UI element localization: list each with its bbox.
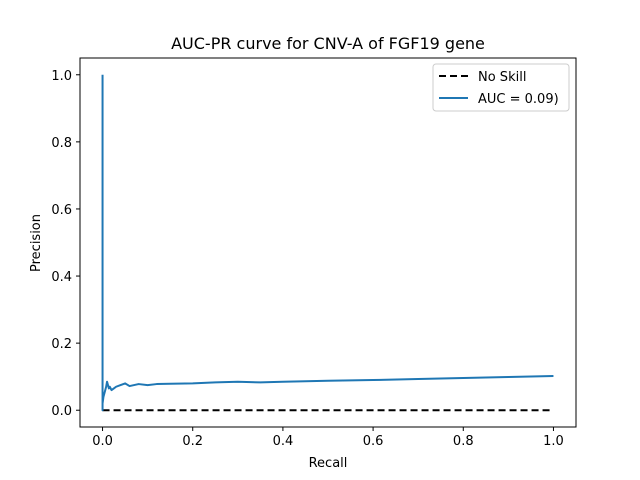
legend-label-1: AUC = 0.09) [478, 92, 559, 107]
x-tick-label: 0.2 [182, 434, 203, 449]
y-tick-label: 0.0 [51, 404, 72, 419]
y-tick-label: 1.0 [51, 69, 72, 84]
x-axis: 0.0 0.2 0.4 0.6 0.8 1.0 [92, 427, 564, 449]
y-axis: 0.0 0.2 0.4 0.6 0.8 1.0 [51, 69, 80, 419]
x-tick-label: 0.8 [453, 434, 474, 449]
legend: No Skill AUC = 0.09) [432, 63, 570, 112]
x-tick-label: 0.4 [273, 434, 294, 449]
y-tick-label: 0.4 [51, 270, 72, 285]
plot-area [79, 57, 577, 428]
legend-label-0: No Skill [478, 70, 526, 85]
x-tick-label: 1.0 [543, 434, 564, 449]
x-tick-label: 0.6 [363, 434, 384, 449]
y-axis-label: Precision [29, 214, 44, 272]
y-tick-label: 0.8 [51, 136, 72, 151]
series-line-1 [101, 74, 554, 412]
y-tick-label: 0.2 [51, 337, 72, 352]
y-tick-label: 0.6 [51, 203, 72, 218]
chart-title: AUC-PR curve for CNV-A of FGF19 gene [171, 34, 485, 53]
x-tick-label: 0.0 [92, 434, 113, 449]
x-axis-label: Recall [309, 456, 348, 471]
axes-frame [79, 57, 577, 428]
